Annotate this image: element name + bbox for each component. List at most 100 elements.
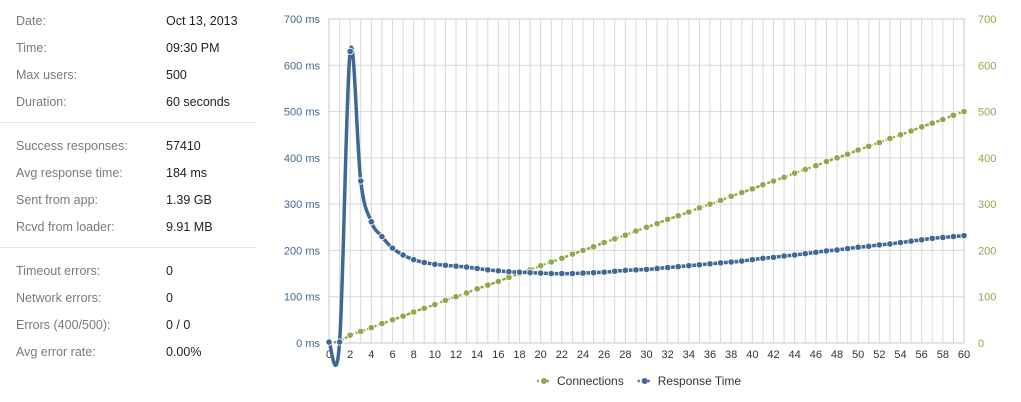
connections-point [928,119,936,127]
y-right-tick-label: 700 [978,14,996,26]
response-time-point [812,248,820,256]
response-time-point [526,269,534,277]
stat-label: Sent from app: [16,193,98,207]
response-time-point [769,253,778,261]
connections-point [611,235,619,243]
connections-point [494,277,502,286]
connections-point [547,258,555,266]
stat-group: Timeout errors: 0 Network errors: 0 Errors (… [0,247,256,372]
stat-row: Network errors: 0 [16,285,256,312]
connections-point [918,123,926,131]
connections-point [949,111,958,119]
x-tick-label: 46 [810,349,822,361]
response-time-point [547,269,555,278]
stat-label: Duration: [16,95,67,109]
stats-panel: Date: Oct 13, 2013 Time: 09:30 PM Max users:… [0,8,256,372]
x-tick-label: 60 [958,349,970,361]
connections-point [716,196,725,205]
stat-value: Oct 13, 2013 [166,14,238,28]
chart-grid [328,18,965,344]
stat-value: 0 [166,291,173,305]
x-tick-label: 54 [894,349,906,361]
response-time-point [357,177,365,185]
connections-point [875,138,883,147]
x-tick-label: 34 [683,349,695,361]
connections-point [886,134,894,143]
x-tick-label: 18 [513,349,525,361]
stat-row: Success responses: 57410 [16,133,256,160]
stat-row: Time: 09:30 PM [16,35,256,62]
x-tick-label: 10 [429,349,441,361]
response-time-point [388,244,397,252]
stat-label: Avg response time: [16,166,123,180]
stat-value: 500 [166,68,187,82]
stat-row: Max users: 500 [16,62,256,89]
response-time-point [716,259,725,267]
response-time-point [727,258,735,266]
response-time-point [939,233,947,242]
y-right-tick-label: 600 [978,60,996,72]
response-time-point [346,47,354,56]
connections-point [854,146,862,154]
response-time-point [822,247,831,255]
response-time-point [664,263,672,272]
response-time-point [452,262,460,270]
y-right-tick-label: 100 [978,292,996,304]
y-left-tick-label: 500 ms [284,107,321,119]
stat-value: 0 / 0 [166,318,191,332]
connections-point [780,173,788,181]
legend-label: Response Time [658,374,742,388]
y-right-tick-label: 300 [978,199,996,211]
connections-point [653,219,661,228]
response-time-point [462,263,471,271]
y-left-tick-label: 300 ms [284,199,321,211]
response-time-point [399,251,407,259]
connections-point [769,177,778,185]
response-time-point [642,265,651,274]
connections-point [537,262,545,270]
x-tick-label: 32 [662,349,674,361]
x-tick-label: 40 [746,349,758,361]
x-tick-label: 28 [619,349,631,361]
response-time-point [589,269,598,277]
chart-axes: 0 ms 100 ms 200 ms 300 ms 400 ms 500 ms 600 ms… [284,14,996,361]
connections-point [632,227,640,235]
plot-border [328,18,965,344]
response-time-point [886,240,894,248]
connections-point [558,254,566,262]
stat-label: Timeout errors: [16,264,101,278]
response-time-point [632,266,640,274]
response-time-point [854,243,862,251]
stat-value: 1.39 GB [166,193,212,207]
connections-point [378,319,386,328]
stat-value: 0 [166,264,173,278]
connections-point [410,308,418,316]
connections-point [431,300,439,309]
x-tick-label: 12 [450,349,462,361]
legend-dot-marker [541,378,547,384]
chart-legend[interactable]: Connections Response Time [537,374,741,388]
x-tick-label: 6 [389,349,395,361]
legend-item[interactable]: Response Time [637,374,742,388]
x-tick-label: 58 [937,349,949,361]
response-time-point [896,238,905,247]
response-time-point [748,256,756,264]
connections-point [865,142,873,150]
x-tick-label: 16 [492,349,504,361]
response-time-point [558,269,566,278]
stat-label: Rcvd from loader: [16,220,115,234]
response-time-point [738,257,746,265]
connections-point [568,250,577,258]
y-left-tick-label: 200 ms [284,245,321,257]
stat-row: Sent from app: 1.39 GB [16,187,256,214]
x-tick-label: 36 [704,349,716,361]
connections-point [822,157,831,166]
connections-point [420,304,428,312]
connections-point [759,181,767,189]
x-tick-label: 30 [640,349,652,361]
legend-item[interactable]: Connections [537,374,624,388]
stat-row: Avg response time: 184 ms [16,160,256,187]
connections-point [674,212,682,220]
connections-point [960,107,968,116]
connections-point [579,246,587,255]
